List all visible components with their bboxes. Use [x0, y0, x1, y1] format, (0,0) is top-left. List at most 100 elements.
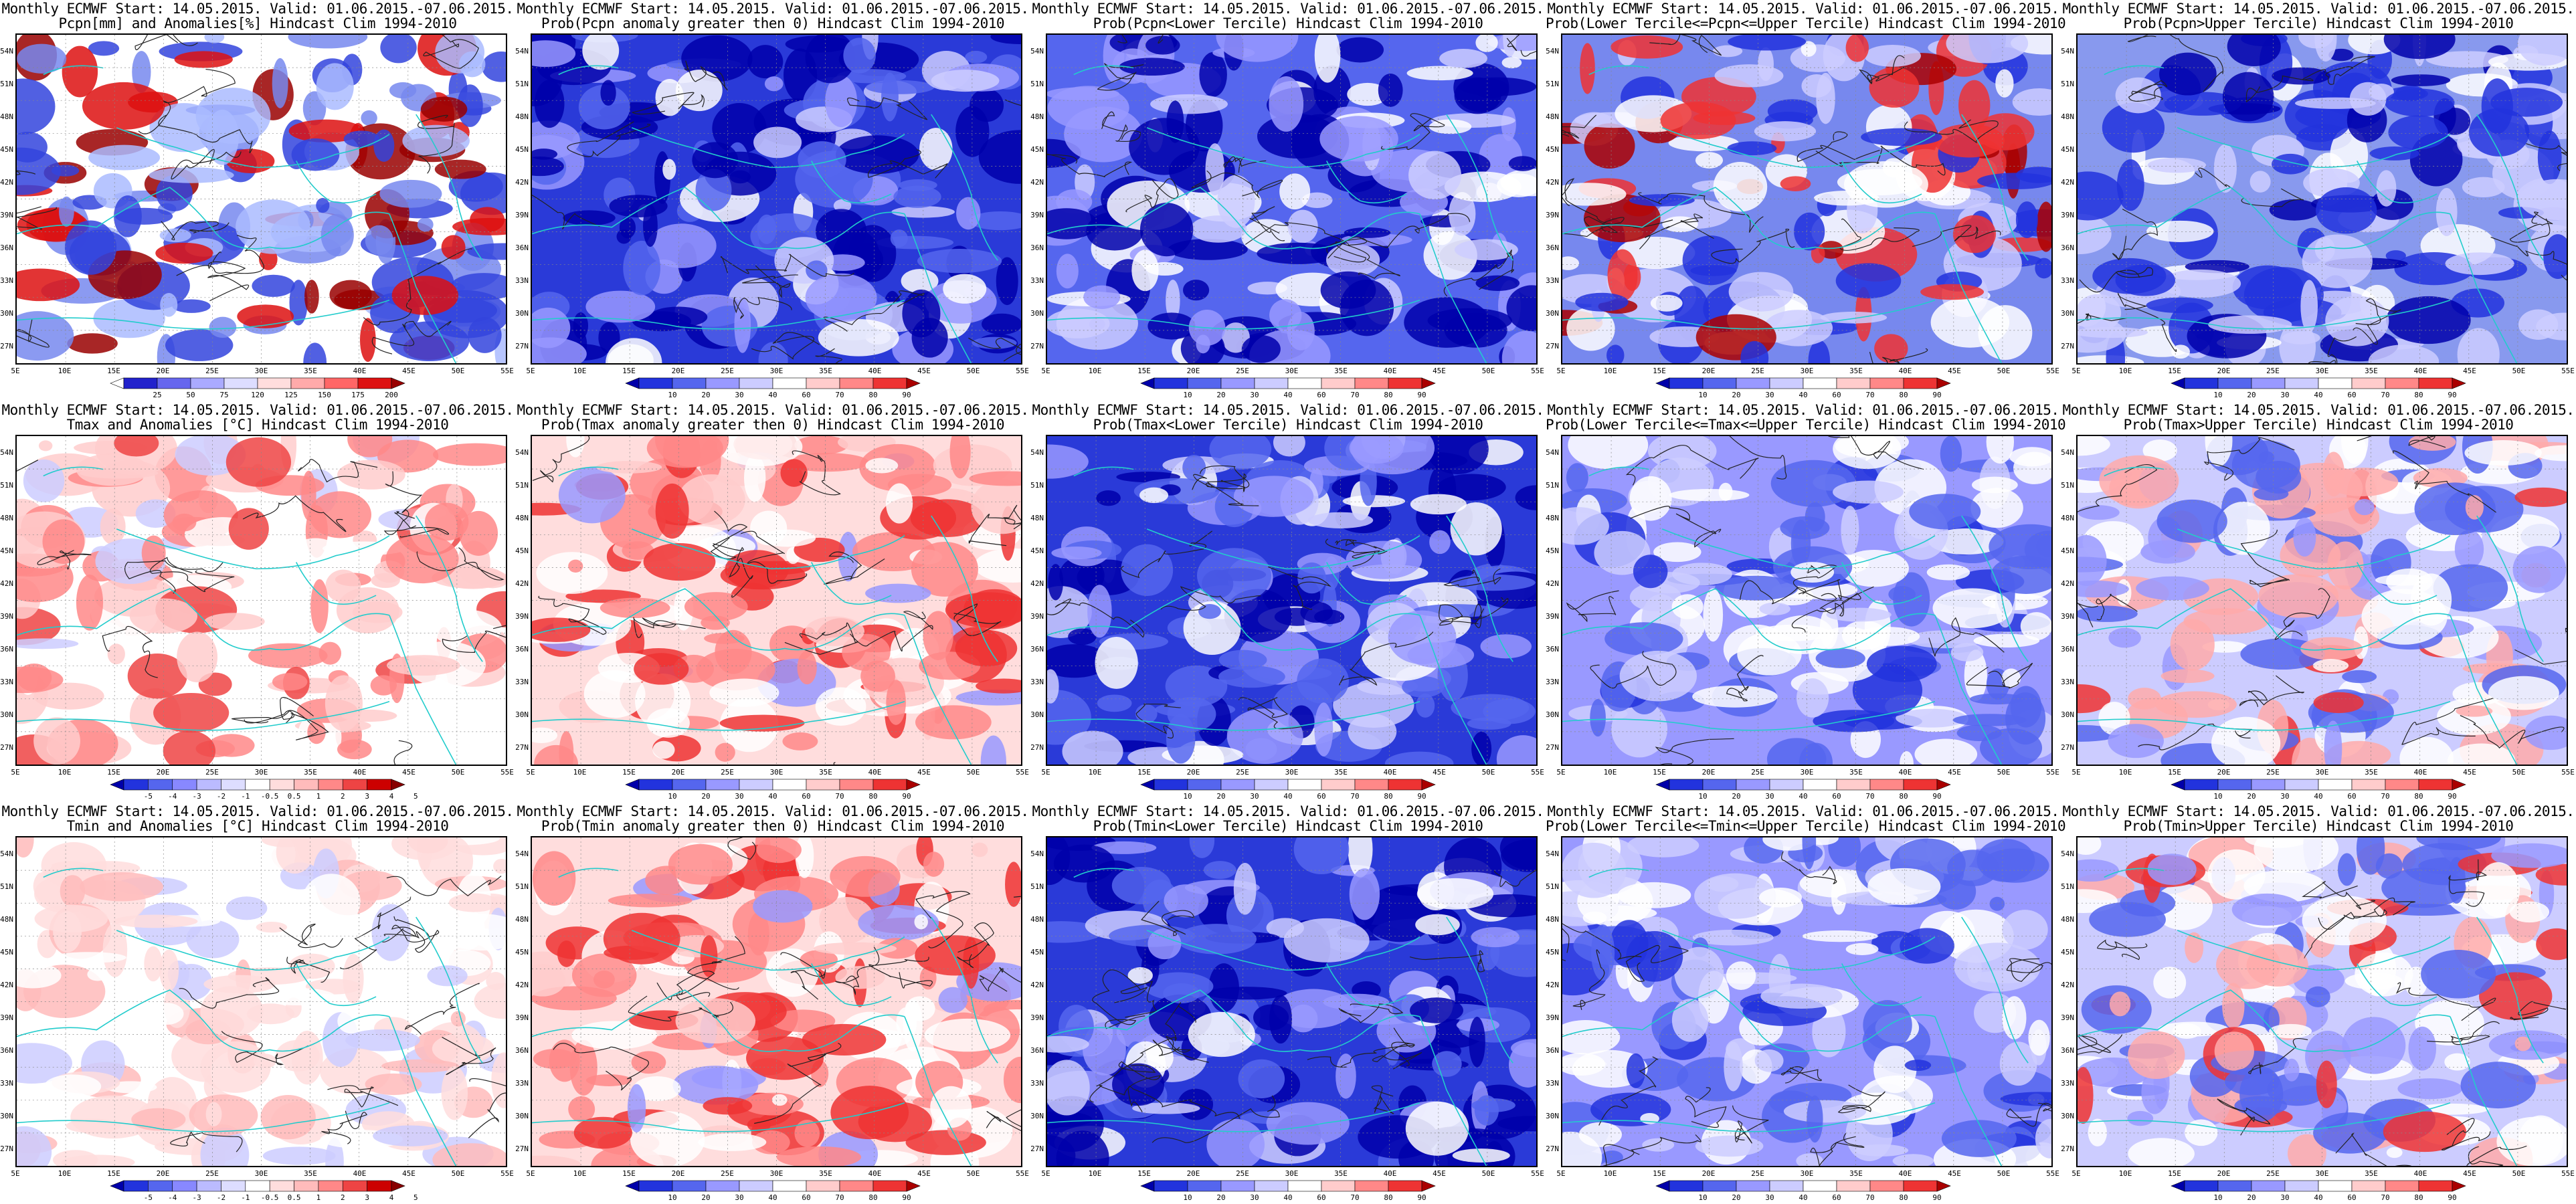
shaded-region: [59, 196, 74, 227]
shaded-region: [924, 1018, 1011, 1052]
shaded-region: [969, 211, 1021, 231]
coastline: [2104, 868, 2165, 878]
panel-title-line2: Prob(Tmax<Lower Tercile) Hindcast Clim 1…: [1093, 417, 1483, 433]
contour-line: [835, 946, 880, 996]
latitude-label: 33N: [1546, 276, 1559, 285]
contour-line: [1810, 1133, 1865, 1166]
colorbar-segment: [157, 377, 191, 389]
longitude-label: 50E: [451, 1169, 465, 1178]
coastline: [1588, 466, 1649, 477]
shaded-region: [387, 655, 460, 676]
shaded-region: [1217, 175, 1255, 228]
shaded-region: [17, 268, 80, 302]
colorbar-segment: [1869, 1180, 1904, 1192]
latitude-label: 48N: [0, 514, 13, 522]
shaded-region: [2108, 724, 2164, 759]
shaded-region: [1378, 74, 1403, 107]
shaded-region: [1629, 194, 1695, 207]
shaded-region: [432, 1143, 506, 1166]
map-panel-pcpn-anomalies: Monthly ECMWF Start: 14.05.2015. Valid: …: [0, 0, 515, 401]
shaded-region: [170, 963, 213, 1001]
latitude-label: 45N: [515, 145, 529, 154]
contour-line: [1791, 579, 1861, 633]
longitude-label: 5E: [11, 768, 20, 777]
latitude-label: 39N: [1546, 211, 1559, 219]
shaded-region: [1580, 43, 1595, 94]
colorbar-segment: [906, 779, 921, 791]
shaded-region: [1617, 882, 1691, 908]
coastline: [1419, 1016, 1487, 1166]
coastline: [1934, 213, 2003, 363]
colorbar: [1140, 1180, 1436, 1192]
colorbar-segment: [1836, 779, 1871, 791]
shaded-region: [2383, 35, 2456, 60]
latitude-label: 39N: [1030, 612, 1044, 621]
shaded-region: [1783, 1100, 1867, 1123]
shaded-region: [2433, 564, 2508, 612]
shaded-region: [911, 542, 978, 597]
panel-title-line2: Prob(Tmin anomaly greater then 0) Hindca…: [541, 818, 1005, 834]
colorbar-label: 70: [1350, 792, 1360, 801]
shaded-region: [381, 1059, 460, 1073]
coastline: [17, 300, 390, 330]
longitude-label: 45E: [917, 367, 931, 375]
shaded-region: [1269, 76, 1304, 132]
coastline: [1073, 65, 1134, 76]
shaded-region: [1727, 141, 1777, 156]
longitude-label: 40E: [2413, 1169, 2427, 1178]
shaded-region: [1314, 35, 1341, 83]
colorbar-label: -3: [192, 792, 201, 801]
shaded-region: [559, 731, 574, 765]
shaded-region: [1348, 713, 1397, 750]
shaded-region: [1112, 1063, 1165, 1106]
colorbar-segment: [324, 377, 359, 389]
shaded-region: [112, 914, 198, 928]
contour-line: [733, 296, 792, 319]
shaded-region: [747, 45, 784, 79]
shaded-region: [441, 235, 466, 260]
shaded-region: [2524, 715, 2567, 750]
colorbar-label: 40: [1283, 792, 1293, 801]
shaded-region: [757, 214, 777, 244]
contour-line: [381, 928, 440, 953]
contour-line: [823, 290, 925, 332]
shaded-region: [2509, 901, 2550, 923]
shaded-region: [1048, 564, 1064, 601]
longitude-label: 55E: [1016, 1169, 1029, 1178]
colorbar-segment: [1803, 1180, 1837, 1192]
longitude-label: 10E: [573, 1169, 587, 1178]
shaded-region: [1766, 738, 1827, 765]
shaded-region: [2253, 837, 2339, 873]
shaded-region: [890, 229, 908, 247]
colorbar-label: 200: [385, 391, 398, 399]
shaded-region: [248, 643, 328, 668]
colorbar-label: 75: [219, 391, 229, 399]
shaded-region: [2326, 468, 2399, 496]
colorbar-label: 70: [1865, 391, 1875, 399]
colorbar-label: 10: [1183, 1193, 1192, 1202]
contour-line: [1121, 530, 1213, 579]
latitude-label: 39N: [515, 1013, 529, 1022]
shaded-region: [532, 40, 576, 68]
shaded-region: [886, 483, 913, 524]
shaded-region: [420, 96, 468, 122]
contour-line: [1192, 473, 1247, 492]
latitude-label: 39N: [515, 612, 529, 621]
shaded-region: [2208, 315, 2292, 334]
latitude-label: 36N: [0, 1046, 13, 1055]
colorbar-segment: [2284, 779, 2319, 791]
shaded-region: [2388, 115, 2448, 150]
shaded-region: [2535, 445, 2567, 462]
colorbar-segment: [196, 1180, 221, 1192]
shaded-region: [1695, 152, 1724, 169]
latitude-label: 30N: [1546, 1112, 1559, 1120]
longitude-label: 55E: [500, 367, 514, 375]
shaded-region: [902, 289, 941, 338]
coastline: [1841, 562, 1922, 605]
shaded-region: [1209, 436, 1272, 470]
latitude-label: 48N: [0, 112, 13, 121]
shaded-region: [797, 650, 817, 685]
shaded-region: [2078, 580, 2129, 598]
longitude-label: 40E: [2413, 367, 2427, 375]
contour-line: [37, 550, 92, 570]
